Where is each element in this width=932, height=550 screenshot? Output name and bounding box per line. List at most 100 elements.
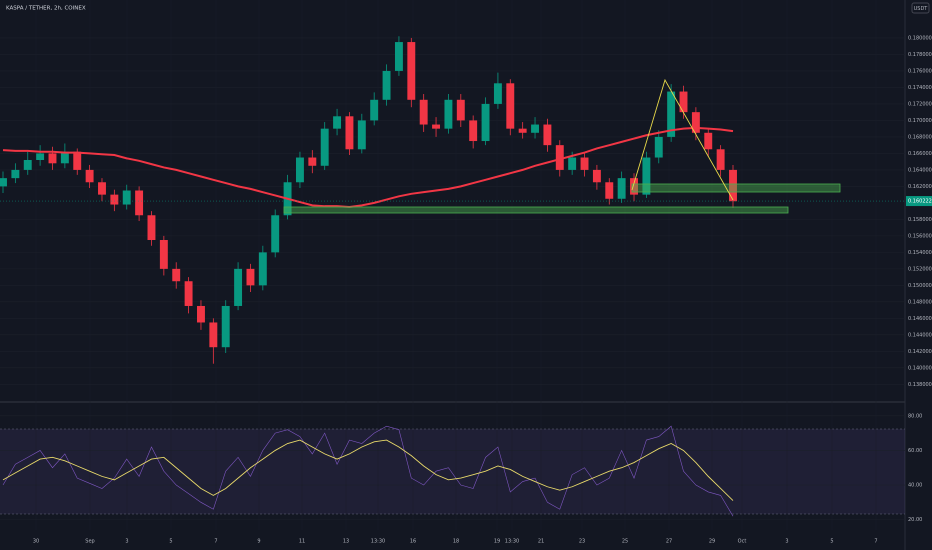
y-tick-label: 0.144000 bbox=[908, 332, 932, 338]
candle-body bbox=[691, 112, 700, 133]
candle-body bbox=[382, 70, 391, 100]
candle-body bbox=[444, 99, 453, 129]
y-tick-label: 0.138000 bbox=[908, 382, 932, 388]
candle-body bbox=[407, 42, 416, 100]
y-tick-label: 0.164000 bbox=[908, 167, 932, 173]
x-tick-label: 9 bbox=[257, 539, 260, 545]
x-tick-label: 13 bbox=[343, 539, 349, 545]
candle-body bbox=[11, 169, 20, 179]
moving-average bbox=[2, 126, 734, 209]
candle-body bbox=[308, 157, 317, 166]
candle-body bbox=[543, 124, 552, 146]
x-tick-label: 21 bbox=[538, 539, 544, 545]
y-tick-label: 0.166000 bbox=[908, 151, 932, 157]
x-tick-label: Oct bbox=[738, 539, 747, 545]
candle-body bbox=[345, 116, 354, 150]
x-tick-label: 13:30 bbox=[371, 539, 385, 545]
x-tick-label: 13:30 bbox=[505, 539, 519, 545]
candle-body bbox=[642, 157, 651, 195]
x-tick-label: 5 bbox=[830, 539, 833, 545]
candle-body bbox=[580, 157, 589, 170]
rsi-tick-label: 40.00 bbox=[908, 483, 922, 489]
candle-body bbox=[234, 268, 243, 306]
candle-body bbox=[135, 190, 144, 216]
candle-body bbox=[221, 305, 230, 348]
y-tick-label: 0.172000 bbox=[908, 101, 932, 107]
candle-body bbox=[98, 182, 106, 195]
candle-body bbox=[85, 169, 94, 183]
triangle-drawing bbox=[631, 78, 734, 201]
x-tick-label: 3 bbox=[785, 539, 788, 545]
candle-body bbox=[159, 240, 168, 269]
candle-body bbox=[419, 99, 428, 125]
y-tick-label: 0.152000 bbox=[908, 266, 932, 272]
currency-label: USDT bbox=[914, 6, 929, 12]
x-tick-label: 3 bbox=[125, 539, 128, 545]
y-tick-label: 0.168000 bbox=[908, 134, 932, 140]
y-tick-label: 0.148000 bbox=[908, 299, 932, 305]
candle-body bbox=[456, 99, 465, 121]
candle-body bbox=[36, 153, 45, 160]
rsi-tick-label: 80.00 bbox=[908, 413, 922, 419]
y-tick-label: 0.162000 bbox=[908, 184, 932, 190]
grid bbox=[0, 0, 905, 530]
x-tick-label: 25 bbox=[622, 539, 628, 545]
x-tick-label: Sep bbox=[85, 539, 94, 545]
y-tick-label: 0.174000 bbox=[908, 85, 932, 91]
y-tick-label: 0.150000 bbox=[908, 283, 932, 289]
candle-body bbox=[73, 151, 82, 170]
y-tick-label: 0.158000 bbox=[908, 217, 932, 223]
x-tick-label: 29 bbox=[709, 539, 715, 545]
candle-body bbox=[729, 169, 737, 202]
candle-body bbox=[469, 120, 478, 142]
candle-body bbox=[122, 190, 131, 205]
candle-body bbox=[704, 132, 713, 150]
y-tick-label: 0.154000 bbox=[908, 250, 932, 256]
x-tick-label: 23 bbox=[579, 539, 585, 545]
candle-body bbox=[630, 178, 638, 195]
candle-body bbox=[654, 136, 663, 158]
y-tick-label: 0.178000 bbox=[908, 52, 932, 58]
y-tick-label: 0.146000 bbox=[908, 316, 932, 322]
candle-body bbox=[667, 91, 676, 137]
rsi-band bbox=[0, 429, 905, 514]
x-tick-label: 7 bbox=[214, 539, 217, 545]
x-tick-label: 16 bbox=[410, 539, 416, 545]
rsi-tick-label: 60.00 bbox=[908, 448, 922, 454]
candle-body bbox=[333, 116, 342, 129]
candle-body bbox=[0, 178, 7, 187]
candle-body bbox=[147, 215, 156, 240]
candle-body bbox=[271, 215, 280, 253]
candle-body bbox=[617, 178, 626, 199]
y-tick-label: 0.170000 bbox=[908, 118, 932, 124]
rsi-tick-label: 20.00 bbox=[908, 517, 922, 523]
last-price-tag bbox=[906, 196, 932, 207]
x-tick-label: 18 bbox=[453, 539, 459, 545]
candle-body bbox=[246, 268, 255, 286]
candle-body bbox=[679, 91, 688, 113]
candle-body bbox=[432, 124, 441, 129]
x-tick-label: 19 bbox=[494, 539, 500, 545]
candle-body bbox=[592, 169, 601, 183]
candle-body bbox=[357, 120, 366, 150]
candle-body bbox=[60, 151, 69, 164]
rsi-line bbox=[2, 439, 734, 501]
x-tick-label: 7 bbox=[874, 539, 877, 545]
y-tick-label: 0.176000 bbox=[908, 68, 932, 74]
candle-body bbox=[197, 305, 205, 323]
y-tick-label: 0.140000 bbox=[908, 365, 932, 371]
support-zone bbox=[631, 183, 841, 193]
candle-body bbox=[184, 281, 193, 306]
candle-body bbox=[716, 149, 725, 170]
symbol-title: KASPA / TETHER, 2h, COINEX bbox=[6, 6, 86, 12]
x-tick-label: 11 bbox=[299, 539, 305, 545]
candle-body bbox=[481, 103, 490, 142]
candle-body bbox=[258, 252, 267, 286]
y-tick-label: 0.156000 bbox=[908, 233, 932, 239]
candle-body bbox=[555, 145, 564, 170]
candle-body bbox=[370, 99, 379, 121]
currency-button[interactable] bbox=[911, 2, 930, 14]
candle-body bbox=[506, 83, 515, 129]
candle-body bbox=[605, 182, 614, 199]
